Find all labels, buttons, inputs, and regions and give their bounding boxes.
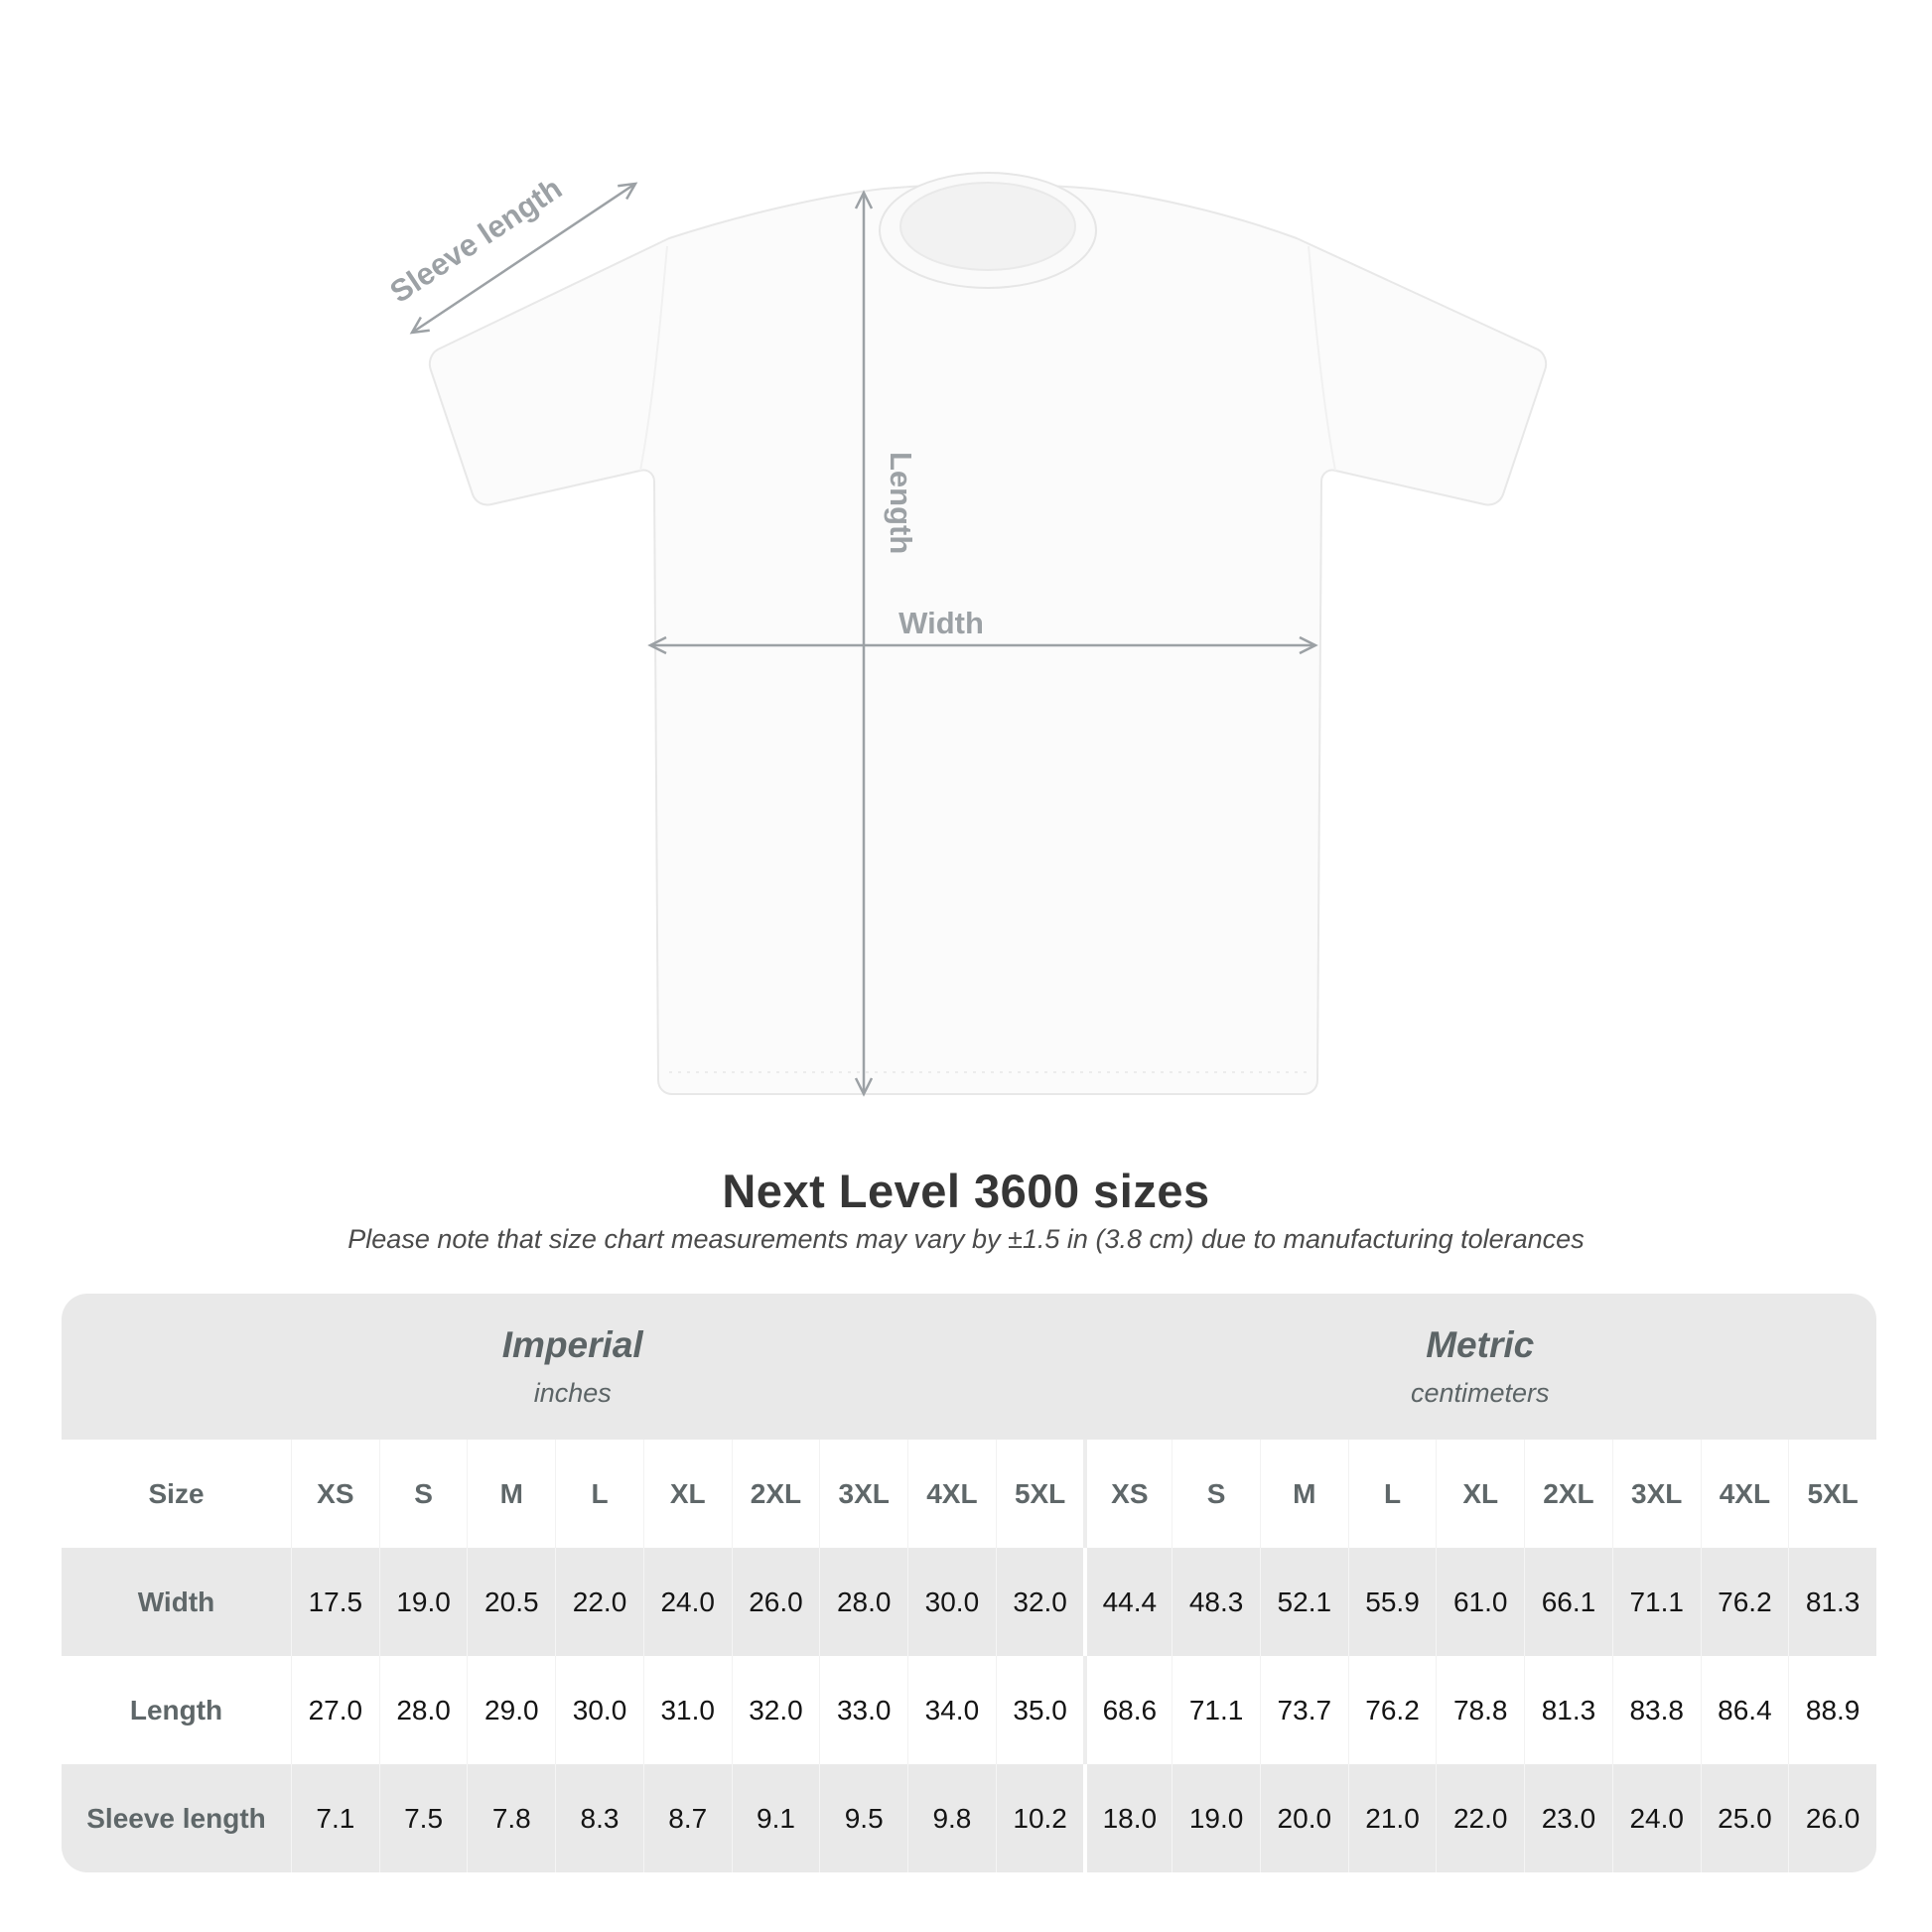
measurement-value-cell: 35.0 [995,1656,1084,1764]
size-column-header: 3XL [819,1440,908,1548]
size-column-header: 5XL [995,1440,1084,1548]
imperial-label: Imperial [501,1324,643,1365]
measurement-value-cell: 73.7 [1259,1656,1348,1764]
measurement-value-cell: 18.0 [1083,1764,1172,1872]
measurement-value-cell: 78.8 [1436,1656,1525,1764]
measurement-value-cell: 8.7 [642,1764,732,1872]
measurement-value-cell: 33.0 [819,1656,908,1764]
size-column-header: L [555,1440,643,1548]
width-label: Width [898,606,984,640]
size-column-header: S [378,1440,468,1548]
measurement-value-cell: 44.4 [1083,1548,1172,1656]
sleeve-length-arrow [409,182,638,335]
imperial-unit-label: inches [533,1378,612,1408]
measurement-value-cell: 20.5 [467,1548,555,1656]
measurement-value-cell: 9.8 [907,1764,996,1872]
length-label: Length [884,452,918,554]
measurement-value-cell: 30.0 [555,1656,643,1764]
measurement-value-cell: 25.0 [1700,1764,1789,1872]
measurement-value-cell: 31.0 [642,1656,732,1764]
measurement-value-cell: 19.0 [378,1548,468,1656]
measurement-value-cell: 9.1 [731,1764,820,1872]
measurement-value-cell: 32.0 [995,1548,1084,1656]
measurement-value-cell: 23.0 [1524,1764,1612,1872]
measurement-value-cell: 26.0 [731,1548,820,1656]
left-sleeve-seam [639,245,668,472]
measurement-value-cell: 71.1 [1611,1548,1701,1656]
measurement-value-cell: 27.0 [291,1656,379,1764]
size-column-header: 4XL [1700,1440,1789,1548]
collar-inner [899,182,1076,271]
metric-header: Metric centimeters [1083,1294,1876,1440]
size-column-header: XS [1083,1440,1173,1548]
measurement-value-cell: 88.9 [1788,1656,1876,1764]
page-title: Next Level 3600 sizes [722,1165,1210,1217]
measurement-value-cell: 71.1 [1172,1656,1260,1764]
measurement-value-cell: 81.3 [1788,1548,1876,1656]
measurement-value-cell: 81.3 [1524,1656,1612,1764]
metric-unit-label: centimeters [1410,1378,1550,1408]
measurement-value-cell: 86.4 [1700,1656,1789,1764]
measurement-row-label: Width [137,1586,215,1617]
size-column-header: M [467,1440,556,1548]
measurement-value-cell: 10.2 [995,1764,1084,1872]
tshirt-diagram: Sleeve length Length Width [383,171,1548,1097]
measurement-value-cell: 8.3 [555,1764,643,1872]
measurement-value-cell: 32.0 [731,1656,820,1764]
size-column-header: 5XL [1788,1440,1876,1548]
measurement-value-cell: 30.0 [907,1548,996,1656]
imperial-header: Imperial inches [62,1294,1083,1440]
measurement-row-label: Length [62,1656,291,1764]
measurement-value-cell: 7.5 [378,1764,468,1872]
size-column-header: 2XL [1524,1440,1612,1548]
measurement-value-cell: 55.9 [1347,1548,1437,1656]
measurement-value-cell: 29.0 [467,1656,556,1764]
size-column-header: XS [291,1440,379,1548]
size-column-header: XL [642,1440,732,1548]
size-table: Imperial inches Metric centimeters Size X… [62,1294,1876,1872]
measurement-value-cell: 68.6 [1083,1656,1173,1764]
measurement-value-cell: 66.1 [1524,1548,1612,1656]
measurement-value-cell: 34.0 [907,1656,996,1764]
measurement-value-cell: 21.0 [1347,1764,1437,1872]
measurement-row-label: Sleeve length [86,1802,266,1834]
size-column-header: M [1259,1440,1348,1548]
measurement-value-cell: 19.0 [1172,1764,1260,1872]
right-sleeve-seam [1308,245,1336,472]
measurement-value-cell: 24.0 [1611,1764,1701,1872]
tshirt-outline [428,183,1548,1095]
measurement-value-cell: 76.2 [1700,1548,1789,1656]
tolerance-note: Please note that size chart measurements… [347,1224,1585,1254]
measurement-value-cell: 48.3 [1172,1548,1260,1656]
measurement-value-cell: 7.8 [467,1764,555,1872]
measurement-value-cell: 7.1 [291,1764,379,1872]
size-column-header: L [1347,1440,1437,1548]
size-column-header: S [1172,1440,1260,1548]
measurement-value-cell: 28.0 [378,1656,468,1764]
measurement-value-cell: 83.8 [1611,1656,1701,1764]
size-column-header: 3XL [1611,1440,1701,1548]
measurement-value-cell: 26.0 [1788,1764,1876,1872]
size-column-header: XL [1436,1440,1525,1548]
measurement-value-cell: 20.0 [1259,1764,1348,1872]
measurement-value-cell: 28.0 [819,1548,907,1656]
measurement-value-cell: 76.2 [1347,1656,1437,1764]
measurement-value-cell: 22.0 [555,1548,643,1656]
measurement-value-cell: 24.0 [642,1548,732,1656]
measurement-value-cell: 22.0 [1436,1764,1524,1872]
measurement-value-cell: 17.5 [291,1548,379,1656]
metric-label: Metric [1426,1324,1535,1365]
size-column-header: 4XL [907,1440,996,1548]
size-column-header: 2XL [731,1440,820,1548]
size-row-label: Size [62,1440,291,1548]
measurement-value-cell: 9.5 [819,1764,907,1872]
measurement-value-cell: 52.1 [1259,1548,1348,1656]
measurement-value-cell: 61.0 [1436,1548,1524,1656]
